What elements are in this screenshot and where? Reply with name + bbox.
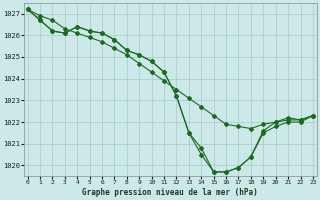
X-axis label: Graphe pression niveau de la mer (hPa): Graphe pression niveau de la mer (hPa) [83,188,258,197]
